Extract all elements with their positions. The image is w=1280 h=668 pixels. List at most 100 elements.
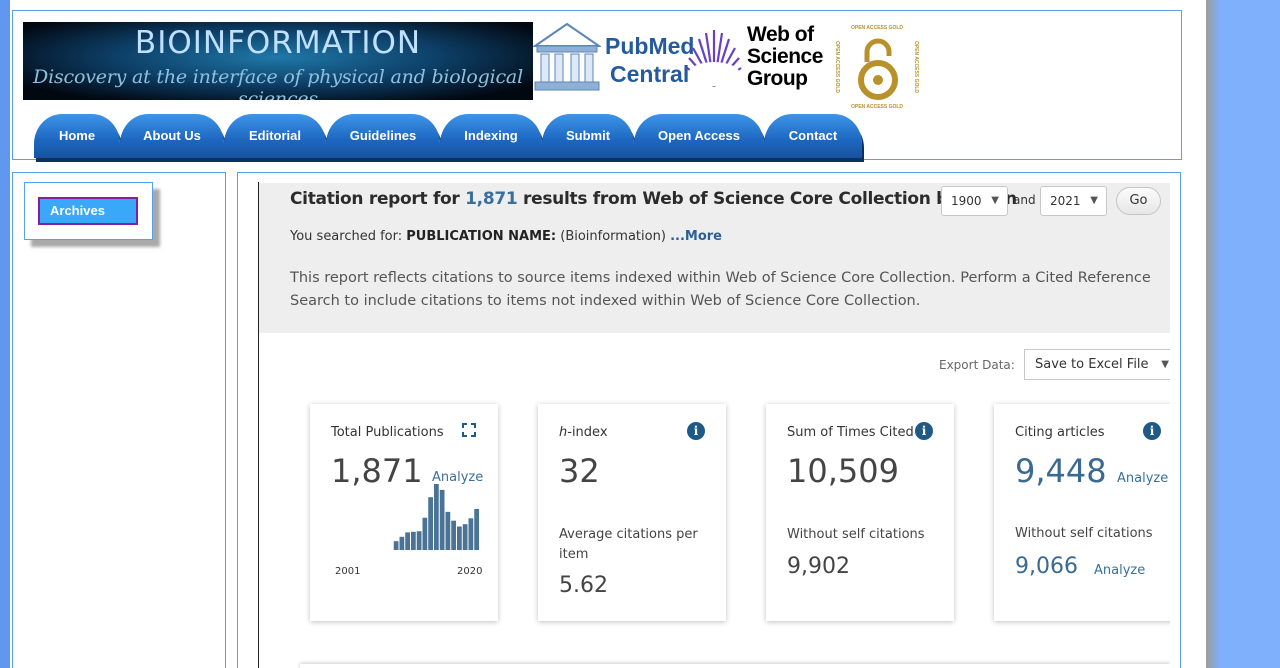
- pmc-text-line1: PubMed: [605, 33, 695, 59]
- h-index-label-rest: -index: [567, 425, 608, 440]
- searched-prefix: You searched for:: [290, 229, 403, 244]
- histogram-axis-end: 2020: [457, 566, 483, 577]
- histogram-bar-2012[interactable]: [428, 497, 433, 550]
- citing-articles-value: 9,448: [1015, 452, 1107, 490]
- average-citations-label: Average citations per item: [559, 527, 698, 562]
- page-shadow: [1206, 0, 1220, 668]
- citing-articles-label: Citing articles: [1015, 425, 1105, 440]
- dropdown-caret-icon: ▼: [1090, 195, 1098, 206]
- info-icon[interactable]: i: [915, 422, 933, 440]
- oa-ring-text-bottom: OPEN ACCESS GOLD: [851, 104, 904, 110]
- content-divider: [258, 182, 259, 668]
- report-title-prefix: Citation report for: [290, 189, 460, 209]
- archives-button[interactable]: Archives: [38, 197, 138, 225]
- report-description: This report reflects citations to source…: [290, 270, 1151, 309]
- h-index-label-italic: h: [559, 425, 568, 440]
- histogram-bar-2019[interactable]: [468, 518, 474, 550]
- banner-title: BIOINFORMATION: [134, 25, 422, 61]
- nav-editorial[interactable]: Editorial: [224, 114, 326, 158]
- pmc-text-line2: Central: [610, 61, 690, 87]
- histogram-bar-2014[interactable]: [439, 489, 445, 550]
- histogram-bar-2006[interactable]: [393, 541, 399, 550]
- total-publications-label: Total Publications: [331, 425, 444, 440]
- histogram-bar-2009[interactable]: [411, 531, 416, 550]
- search-query: You searched for: PUBLICATION NAME: (Bio…: [290, 229, 722, 244]
- times-cited-label: Sum of Times Cited: [787, 425, 914, 440]
- report-header: Citation report for 1,871 results from W…: [259, 183, 1170, 333]
- export-data-select[interactable]: Save to Excel File ▼: [1024, 349, 1170, 380]
- dropdown-caret-icon: ▼: [991, 195, 999, 206]
- histogram-bar-2008[interactable]: [405, 532, 410, 550]
- histogram-bar-2013[interactable]: [434, 484, 439, 550]
- oa-ring-text-left: OPEN ACCESS GOLD: [834, 40, 841, 94]
- histogram-bar-2011[interactable]: [422, 517, 428, 550]
- publications-histogram[interactable]: [365, 484, 480, 550]
- nav-indexing[interactable]: Indexing: [440, 114, 542, 158]
- year-from-select[interactable]: 1900 ▼: [941, 186, 1008, 216]
- year-from-value: 1900: [951, 194, 982, 208]
- wos-text-line2: Science: [747, 45, 823, 68]
- analyze-citing-articles-link[interactable]: Analyze: [1117, 471, 1169, 486]
- open-access-lock-icon: [835, 24, 921, 112]
- analyze-citing-self-link[interactable]: Analyze: [1094, 563, 1146, 578]
- info-icon[interactable]: i: [687, 422, 705, 440]
- export-option: Save to Excel File: [1035, 357, 1149, 372]
- wos-fan-icon: [686, 30, 742, 87]
- citing-articles-card: Citing articles i 9,448 Analyze Without …: [994, 404, 1170, 621]
- times-cited-self-value: 9,902: [787, 554, 850, 579]
- go-button[interactable]: Go: [1116, 187, 1161, 215]
- info-icon[interactable]: i: [1143, 422, 1161, 440]
- more-link[interactable]: ...More: [670, 229, 722, 244]
- report-title: Citation report for 1,871 results from W…: [290, 189, 1017, 209]
- nav-guidelines[interactable]: Guidelines: [326, 114, 440, 158]
- archives-panel: Archives: [24, 182, 153, 240]
- histogram-bar-2010[interactable]: [416, 531, 422, 550]
- banner-subtitle: Discovery at the interface of physical a…: [33, 66, 523, 100]
- header-frame: [12, 10, 1182, 160]
- h-index-card: h-index i 32 Average citations per item …: [538, 404, 726, 621]
- times-cited-card: Sum of Times Cited i 10,509 Without self…: [766, 404, 954, 621]
- histogram-bar-2017[interactable]: [457, 526, 462, 550]
- nav-home[interactable]: Home: [34, 114, 120, 158]
- analyze-publications-link[interactable]: Analyze: [432, 470, 484, 485]
- average-citations-value: 5.62: [559, 573, 608, 598]
- dropdown-caret-icon: ▼: [1161, 359, 1169, 370]
- citing-self-value: 9,066: [1015, 554, 1078, 579]
- histogram-bar-2016[interactable]: [451, 520, 456, 550]
- left-border-strip: [0, 0, 10, 668]
- histogram-bar-2020[interactable]: [474, 508, 479, 550]
- web-of-science-logo[interactable]: Web of Science Group: [683, 24, 833, 94]
- h-index-value: 32: [559, 452, 600, 490]
- searched-value: (Bioinformation): [560, 229, 666, 244]
- nav-about-us[interactable]: About Us: [120, 114, 224, 158]
- citing-self-label: Without self citations: [1015, 526, 1153, 541]
- pmc-building-icon: [531, 22, 603, 91]
- wos-text-line1: Web of: [747, 23, 814, 46]
- oa-ring-text-top: OPEN ACCESS GOLD: [851, 25, 904, 31]
- export-label: Export Data:: [939, 358, 1015, 372]
- nav-submit[interactable]: Submit: [542, 114, 634, 158]
- citation-report-screenshot: Citation report for 1,871 results from W…: [259, 183, 1170, 668]
- nav-open-access[interactable]: Open Access: [634, 114, 764, 158]
- wos-text-line3: Group: [747, 67, 808, 90]
- times-cited-self-label: Without self citations: [787, 527, 925, 542]
- next-section-card: [300, 664, 1170, 668]
- main-content-frame: [237, 172, 1181, 668]
- nav-contact[interactable]: Contact: [764, 114, 862, 158]
- open-access-gold-logo[interactable]: OPEN ACCESS GOLD OPEN ACCESS GOLD OPEN A…: [834, 24, 921, 112]
- histogram-bar-2015[interactable]: [445, 511, 451, 550]
- report-title-suffix: results from Web of Science Core Collect…: [523, 189, 1017, 209]
- total-publications-card: Total Publications 1,871 Analyze 2001 20…: [310, 404, 498, 621]
- and-label: and: [1013, 193, 1036, 207]
- histogram-bar-2018[interactable]: [462, 524, 468, 550]
- oa-ring-text-right: OPEN ACCESS GOLD: [913, 40, 920, 94]
- year-to-value: 2021: [1050, 194, 1081, 208]
- pubmed-central-logo[interactable]: PubMed Central: [531, 22, 694, 96]
- journal-banner[interactable]: BIOINFORMATION Discovery at the interfac…: [23, 22, 533, 100]
- expand-icon[interactable]: [462, 423, 476, 437]
- histogram-bar-2007[interactable]: [399, 536, 405, 550]
- year-to-select[interactable]: 2021 ▼: [1040, 186, 1107, 216]
- total-publications-value: 1,871: [331, 452, 423, 490]
- histogram-axis-start: 2001: [335, 566, 361, 577]
- result-count: 1,871: [465, 189, 518, 209]
